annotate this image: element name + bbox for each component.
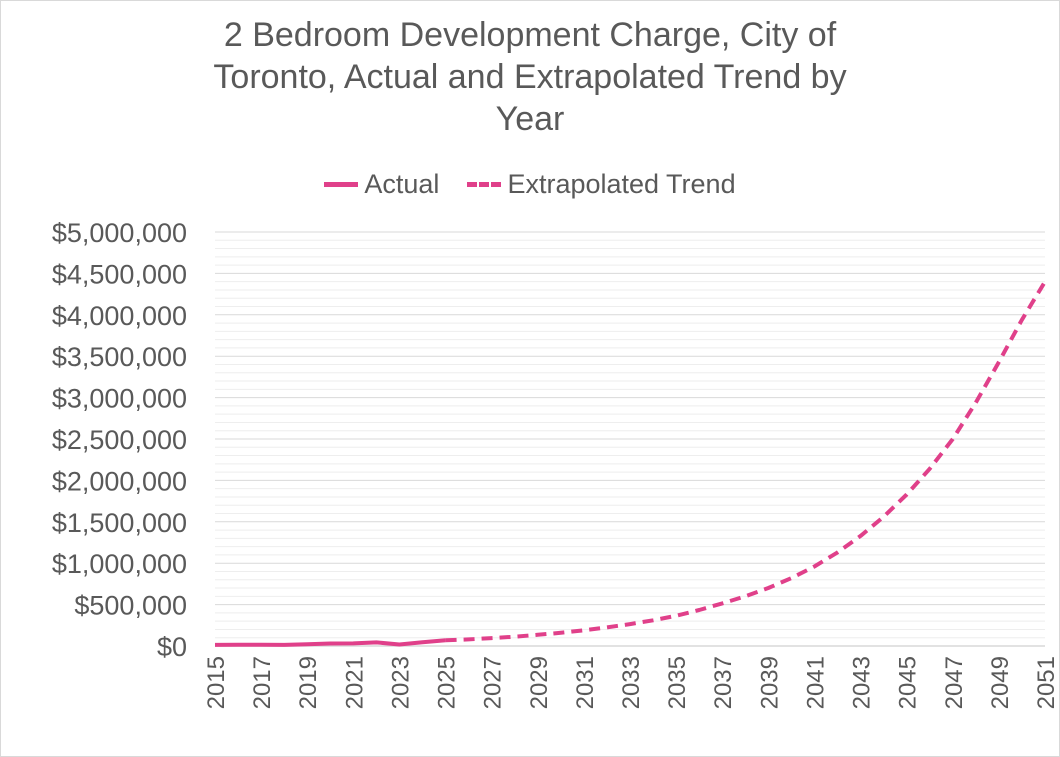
legend-swatch-actual bbox=[324, 181, 359, 187]
y-tick-label: $500,000 bbox=[74, 591, 187, 621]
x-tick-label: 2031 bbox=[572, 656, 599, 709]
x-tick-label: 2041 bbox=[802, 656, 829, 709]
legend-label-actual: Actual bbox=[364, 168, 440, 199]
x-tick-label: 2015 bbox=[203, 656, 230, 709]
legend: Actual Extrapolated Trend bbox=[0, 166, 1060, 202]
legend-item-actual: Actual bbox=[324, 169, 439, 200]
y-tick-label: $2,000,000 bbox=[52, 466, 187, 496]
x-tick-label: 2035 bbox=[664, 656, 691, 709]
x-tick-label: 2023 bbox=[387, 656, 414, 709]
x-tick-label: 2049 bbox=[987, 656, 1014, 709]
x-tick-label: 2043 bbox=[849, 656, 876, 709]
chart-title-line-1: 2 Bedroom Development Charge, City of bbox=[223, 16, 837, 54]
x-tick-label: 2027 bbox=[480, 656, 507, 709]
x-tick-label: 2033 bbox=[618, 656, 645, 709]
legend-item-trend: Extrapolated Trend bbox=[467, 168, 736, 200]
x-tick-label: 2037 bbox=[710, 656, 737, 709]
y-tick-label: $1,000,000 bbox=[52, 549, 187, 579]
x-tick-label: 2045 bbox=[895, 656, 922, 709]
legend-swatch-trend bbox=[467, 181, 502, 187]
y-tick-label: $3,500,000 bbox=[52, 342, 187, 372]
y-tick-label: $4,000,000 bbox=[52, 301, 187, 331]
y-tick-label: $3,000,000 bbox=[52, 384, 187, 414]
series-line-extrapolated-trend bbox=[445, 280, 1047, 643]
x-tick-label: 2021 bbox=[341, 656, 368, 709]
x-tick-label: 2017 bbox=[249, 656, 276, 709]
y-tick-label: $1,500,000 bbox=[52, 508, 187, 538]
legend-label-trend: Extrapolated Trend bbox=[507, 168, 736, 199]
y-tick-label: $2,500,000 bbox=[52, 425, 187, 455]
chart-title-line-2: Toronto, Actual and Extrapolated Trend b… bbox=[213, 58, 847, 96]
y-tick-label: $4,500,000 bbox=[52, 259, 187, 289]
x-tick-label: 2051 bbox=[1033, 656, 1060, 709]
chart-title-line-3: Year bbox=[495, 100, 565, 138]
x-tick-label: 2019 bbox=[295, 656, 322, 709]
x-tick-label: 2047 bbox=[941, 656, 968, 709]
chart-title: 2 Bedroom Development Charge, City of To… bbox=[130, 14, 930, 140]
y-tick-label: $0 bbox=[157, 632, 187, 662]
y-tick-label: $5,000,000 bbox=[52, 218, 187, 248]
x-tick-label: 2029 bbox=[526, 656, 553, 709]
x-tick-label: 2025 bbox=[434, 656, 461, 709]
x-tick-label: 2039 bbox=[756, 656, 783, 709]
series-line-actual bbox=[214, 638, 446, 647]
